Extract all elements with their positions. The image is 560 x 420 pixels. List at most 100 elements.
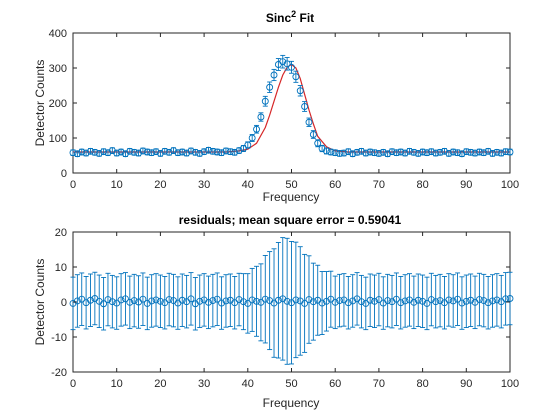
- fit-xtick-label: 90: [460, 179, 472, 191]
- fit-data-point: [244, 141, 252, 149]
- fit-data-point: [156, 149, 164, 157]
- residuals-ytick-label: -10: [51, 332, 67, 344]
- residuals-data-point: [427, 296, 435, 303]
- residuals-data-point: [366, 296, 374, 304]
- fit-plot-ticks: 0 10 20 30 40 50 60 70 80 90 100 0 100 200 300 400: [49, 28, 520, 191]
- fit-ytick-label: 0: [61, 168, 67, 180]
- residuals-data-point: [130, 297, 138, 305]
- fit-data-point: [130, 148, 138, 156]
- fit-data-point: [139, 147, 147, 155]
- fit-plot: Sinc2 Fit 0 10 20 30 40 50 60 70 80 90 100 0 100 200 3…: [33, 9, 519, 204]
- fit-data-point: [371, 149, 378, 157]
- fit-data-point: [410, 148, 418, 156]
- fit-data-point: [187, 147, 195, 155]
- residuals-data-point: [239, 298, 247, 306]
- fit-data-point: [327, 148, 335, 156]
- residuals-data-point: [218, 299, 226, 307]
- fit-data-point: [87, 147, 94, 155]
- residuals-data-point: [336, 297, 344, 305]
- fit-data-point: [95, 149, 103, 157]
- residuals-data-point: [458, 299, 466, 307]
- fit-data-point: [296, 87, 304, 95]
- residuals-errorbars-layer: [69, 237, 514, 365]
- residuals-data-point: [432, 298, 440, 306]
- fit-data-point: [248, 134, 256, 142]
- fit-data-point: [454, 149, 462, 157]
- residuals-xtick-label: 70: [373, 378, 385, 390]
- fit-ytick-label: 400: [49, 28, 67, 40]
- residuals-data-point: [213, 295, 221, 303]
- fit-data-point: [340, 149, 348, 157]
- fit-data-point: [196, 149, 204, 157]
- residuals-data-point: [292, 296, 300, 304]
- fit-data-point: [458, 150, 466, 158]
- fit-data-point: [336, 149, 344, 157]
- fit-data-point: [375, 149, 383, 157]
- fit-data-point: [73, 150, 81, 158]
- fit-data-point: [191, 148, 199, 156]
- residuals-data-point: [467, 296, 475, 304]
- fit-xtick-label: 20: [154, 179, 166, 191]
- fit-errorbars-layer: [69, 54, 514, 158]
- residuals-data-point: [73, 297, 81, 305]
- residuals-data-point: [401, 297, 409, 305]
- fit-plot-title: Sinc2 Fit: [266, 9, 314, 25]
- fit-data-point: [165, 148, 173, 156]
- residuals-data-point: [423, 299, 431, 307]
- residuals-data-point: [100, 300, 108, 308]
- residuals-data-point: [165, 296, 173, 303]
- fit-ytick-label: 300: [49, 63, 67, 75]
- fit-data-point: [82, 149, 90, 157]
- fit-data-point: [323, 147, 330, 155]
- fit-data-point: [143, 148, 151, 156]
- fit-data-point: [161, 147, 169, 155]
- fit-xtick-label: 100: [501, 179, 519, 191]
- residuals-data-point: [475, 296, 483, 303]
- fit-data-point: [471, 149, 479, 157]
- fit-data-point: [292, 73, 300, 81]
- fit-data-point: [69, 149, 77, 157]
- residuals-data-point: [384, 297, 392, 305]
- fit-data-point: [432, 149, 440, 157]
- fit-data-point: [91, 148, 99, 156]
- residuals-data-point: [419, 297, 427, 305]
- residuals-ytick-label: -20: [51, 367, 67, 379]
- fit-data-point: [401, 149, 409, 157]
- fit-ytick-label: 200: [49, 98, 67, 110]
- residuals-data-point: [323, 297, 330, 305]
- fit-data-point: [174, 149, 182, 157]
- residuals-data-point: [196, 297, 204, 305]
- residuals-data-point: [397, 299, 405, 307]
- residuals-data-point: [493, 296, 501, 304]
- fit-data-point: [226, 148, 234, 156]
- fit-data-point: [475, 148, 483, 156]
- fit-data-point: [423, 149, 431, 157]
- fit-data-point: [467, 148, 475, 156]
- fit-xtick-label: 70: [373, 179, 385, 191]
- fit-data-point: [200, 148, 208, 156]
- residuals-data-point: [344, 299, 352, 307]
- fit-data-point: [135, 149, 143, 157]
- fit-xtick-label: 0: [70, 179, 76, 191]
- fit-data-point: [270, 71, 278, 79]
- fit-data-point: [414, 149, 422, 157]
- fit-data-point: [353, 148, 361, 156]
- residuals-data-point: [283, 297, 291, 305]
- fit-data-point: [78, 148, 86, 156]
- residuals-data-point: [301, 299, 309, 307]
- fit-data-point: [384, 150, 392, 158]
- residuals-data-point: [318, 299, 326, 307]
- fit-data-point: [445, 149, 453, 157]
- fit-data-point: [152, 148, 160, 156]
- residuals-ytick-label: 20: [55, 227, 67, 239]
- fit-data-point: [349, 150, 357, 158]
- fit-data-point: [170, 147, 177, 155]
- residuals-data-point: [484, 299, 492, 307]
- fit-data-point: [222, 147, 230, 155]
- fit-xtick-label: 30: [198, 179, 210, 191]
- fit-data-point: [253, 125, 260, 133]
- residuals-data-point: [305, 296, 313, 303]
- fit-xtick-label: 60: [329, 179, 341, 191]
- fit-data-point: [379, 148, 387, 156]
